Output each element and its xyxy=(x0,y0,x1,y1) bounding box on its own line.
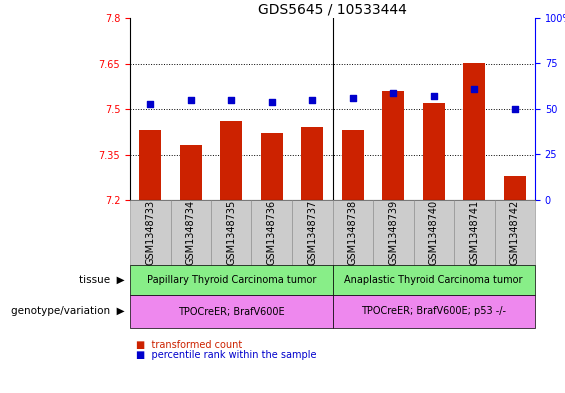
Point xyxy=(267,99,276,105)
Bar xyxy=(139,130,162,200)
Point xyxy=(186,97,195,103)
Text: GSM1348739: GSM1348739 xyxy=(388,200,398,265)
Point xyxy=(470,86,479,92)
Bar xyxy=(423,103,445,200)
Point xyxy=(308,97,317,103)
Text: Papillary Thyroid Carcinoma tumor: Papillary Thyroid Carcinoma tumor xyxy=(146,275,316,285)
Text: GSM1348741: GSM1348741 xyxy=(470,200,479,265)
Title: GDS5645 / 10533444: GDS5645 / 10533444 xyxy=(258,3,407,17)
Text: ■  transformed count: ■ transformed count xyxy=(136,340,242,350)
Text: GSM1348736: GSM1348736 xyxy=(267,200,277,265)
Text: GSM1348742: GSM1348742 xyxy=(510,200,520,265)
Bar xyxy=(220,121,242,200)
Text: tissue  ▶: tissue ▶ xyxy=(79,275,124,285)
Bar xyxy=(342,130,364,200)
Text: TPOCreER; BrafV600E: TPOCreER; BrafV600E xyxy=(178,307,285,316)
Point xyxy=(348,95,357,101)
Text: GSM1348740: GSM1348740 xyxy=(429,200,439,265)
Point xyxy=(227,97,236,103)
Text: GSM1348738: GSM1348738 xyxy=(347,200,358,265)
Text: Anaplastic Thyroid Carcinoma tumor: Anaplastic Thyroid Carcinoma tumor xyxy=(345,275,523,285)
Text: ■  percentile rank within the sample: ■ percentile rank within the sample xyxy=(136,350,316,360)
Point xyxy=(146,100,155,107)
Point xyxy=(389,90,398,96)
Text: GSM1348734: GSM1348734 xyxy=(186,200,195,265)
Text: GSM1348735: GSM1348735 xyxy=(226,200,236,265)
Point xyxy=(510,106,519,112)
Bar xyxy=(301,127,323,200)
Text: TPOCreER; BrafV600E; p53 -/-: TPOCreER; BrafV600E; p53 -/- xyxy=(361,307,506,316)
Text: GSM1348733: GSM1348733 xyxy=(145,200,155,265)
Bar xyxy=(463,64,485,200)
Text: GSM1348737: GSM1348737 xyxy=(307,200,318,265)
Bar xyxy=(180,145,202,200)
Bar xyxy=(382,91,405,200)
Bar xyxy=(503,176,526,200)
Bar xyxy=(260,133,283,200)
Point xyxy=(429,93,438,99)
Text: genotype/variation  ▶: genotype/variation ▶ xyxy=(11,307,124,316)
